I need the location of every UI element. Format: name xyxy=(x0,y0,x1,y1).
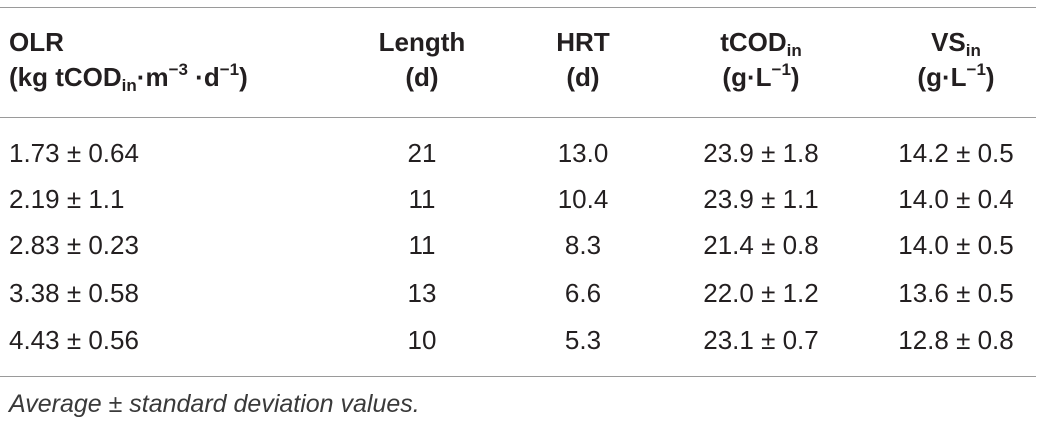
header-vs-title: VSin xyxy=(931,27,981,60)
header-tcod-unit: (g·L−1) xyxy=(722,60,800,92)
cell-length: 10 xyxy=(407,325,437,355)
header-length-title: Length xyxy=(378,27,466,57)
cell-vs: 14.2 ± 0.5 xyxy=(898,138,1014,168)
cell-tcod: 23.1 ± 0.7 xyxy=(703,325,819,355)
cell-vs: 14.0 ± 0.4 xyxy=(898,184,1014,214)
cell-length: 11 xyxy=(408,230,436,260)
header-hrt-title: HRT xyxy=(556,27,610,57)
cell-length: 11 xyxy=(408,184,436,214)
cell-hrt: 8.3 xyxy=(564,230,602,260)
table-row: 2.19 ± 1.1 11 10.4 23.9 ± 1.1 14.0 ± 0.4 xyxy=(0,176,1042,222)
table-row: 4.43 ± 0.56 10 5.3 23.1 ± 0.7 12.8 ± 0.8 xyxy=(0,317,1042,363)
header-olr-unit: (kg tCODin·m−3 ·d−1) xyxy=(9,60,248,95)
header-length: Length (d) xyxy=(362,25,482,95)
cell-olr: 2.19 ± 1.1 xyxy=(9,184,125,214)
header-tcod-title: tCODin xyxy=(720,27,802,60)
table-row: 3.38 ± 0.58 13 6.6 22.0 ± 1.2 13.6 ± 0.5 xyxy=(0,270,1042,316)
cell-olr: 2.83 ± 0.23 xyxy=(9,230,139,260)
header-divider-rule xyxy=(0,117,1036,118)
cell-vs: 13.6 ± 0.5 xyxy=(898,278,1014,308)
cell-tcod: 21.4 ± 0.8 xyxy=(703,230,819,260)
cell-vs: 14.0 ± 0.5 xyxy=(898,230,1014,260)
header-vs-unit: (g·L−1) xyxy=(917,60,995,92)
cell-olr: 1.73 ± 0.64 xyxy=(9,138,139,168)
cell-olr: 4.43 ± 0.56 xyxy=(9,325,139,355)
table-row: 2.83 ± 0.23 11 8.3 21.4 ± 0.8 14.0 ± 0.5 xyxy=(0,222,1042,268)
table-bottom-rule xyxy=(0,376,1036,377)
cell-hrt: 5.3 xyxy=(564,325,602,355)
cell-tcod: 23.9 ± 1.1 xyxy=(703,184,819,214)
table-top-rule xyxy=(0,7,1036,8)
header-hrt-unit: (d) xyxy=(566,62,600,92)
table-row: 1.73 ± 0.64 21 13.0 23.9 ± 1.8 14.2 ± 0.… xyxy=(0,130,1042,176)
header-tcod: tCODin (g·L−1) xyxy=(672,25,850,95)
cell-tcod: 22.0 ± 1.2 xyxy=(703,278,819,308)
header-length-unit: (d) xyxy=(405,62,439,92)
header-vs: VSin (g·L−1) xyxy=(888,25,1024,95)
header-olr: OLR (kg tCODin·m−3 ·d−1) xyxy=(9,25,248,95)
cell-length: 13 xyxy=(407,278,437,308)
cell-length: 21 xyxy=(407,138,437,168)
cell-vs: 12.8 ± 0.8 xyxy=(898,325,1014,355)
cell-olr: 3.38 ± 0.58 xyxy=(9,278,139,308)
cell-hrt: 13.0 xyxy=(557,138,609,168)
header-hrt: HRT (d) xyxy=(537,25,629,95)
cell-hrt: 6.6 xyxy=(564,278,602,308)
header-olr-title: OLR xyxy=(9,27,64,57)
cell-tcod: 23.9 ± 1.8 xyxy=(703,138,819,168)
table-footnote: Average ± standard deviation values. xyxy=(9,390,420,418)
cell-hrt: 10.4 xyxy=(557,184,609,214)
